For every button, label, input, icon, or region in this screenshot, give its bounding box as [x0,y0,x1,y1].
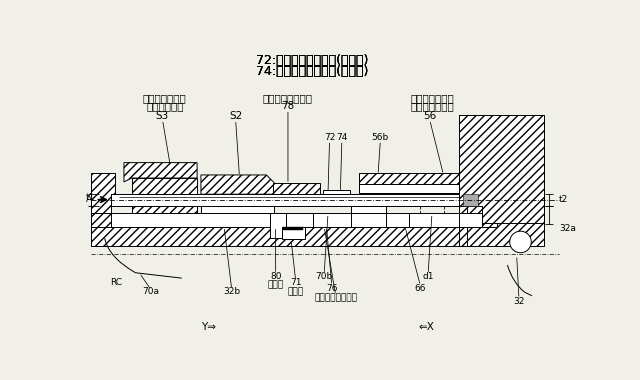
Polygon shape [91,173,115,214]
Polygon shape [351,206,386,214]
Polygon shape [459,115,543,223]
Polygon shape [282,226,305,239]
Text: 72: 72 [324,133,335,142]
Text: 環状溝: 環状溝 [268,280,284,290]
Polygon shape [323,190,349,194]
Polygon shape [359,184,459,193]
Polygon shape [91,88,559,327]
Text: 72:外周スプライン歯(外周歯): 72:外周スプライン歯(外周歯) [257,54,369,68]
Text: スプライン嵌合部: スプライン嵌合部 [314,294,357,302]
Text: Y⇒: Y⇒ [201,321,216,332]
Polygon shape [270,214,285,238]
Text: S3: S3 [156,111,169,122]
Text: ⇐X: ⇐X [419,321,435,332]
Circle shape [509,231,531,253]
Polygon shape [459,214,482,226]
Text: 74:内周スプライン歯(内周歯): 74:内周スプライン歯(内周歯) [257,65,369,78]
Text: 71: 71 [290,278,301,287]
Polygon shape [482,206,497,226]
Text: 66: 66 [415,283,426,293]
Polygon shape [132,178,197,194]
Text: 76: 76 [326,283,338,293]
Text: 74:内周スプライン歯(内周歯): 74:内周スプライン歯(内周歯) [257,65,369,78]
Polygon shape [459,115,543,246]
Text: d1: d1 [422,272,434,281]
Text: 74:内周スプライン歯(内周歯): 74:内周スプライン歯(内周歯) [257,65,369,78]
Polygon shape [273,183,320,194]
Polygon shape [91,226,497,246]
Text: （第１回転体）: （第１回転体） [143,93,187,103]
Polygon shape [386,214,409,226]
Text: クラッチドラム: クラッチドラム [410,101,454,111]
Text: 32: 32 [513,297,525,306]
Text: RC: RC [110,278,122,287]
Text: S2: S2 [229,111,242,122]
Text: 78: 78 [282,101,294,111]
Polygon shape [111,194,459,206]
Polygon shape [124,163,197,182]
Text: 70b: 70b [316,272,333,281]
Polygon shape [111,214,459,226]
Text: t2: t2 [559,195,568,204]
Text: 70a: 70a [142,288,159,296]
Text: 74: 74 [336,133,348,142]
Text: トレランスリング: トレランスリング [263,93,313,103]
Text: 80: 80 [270,272,282,281]
Polygon shape [349,194,359,200]
Text: 32b: 32b [223,288,240,296]
Text: t1: t1 [86,193,95,202]
Text: 72:外周スプライン歯(外周歯): 72:外周スプライン歯(外周歯) [257,54,369,68]
Polygon shape [284,226,303,230]
Text: （第２回転体）: （第２回転体） [410,93,454,103]
Polygon shape [337,194,346,200]
Text: 第３サンギヤ: 第３サンギヤ [146,101,184,111]
Polygon shape [463,194,478,206]
Polygon shape [132,194,197,214]
Polygon shape [324,194,335,200]
Polygon shape [201,194,274,214]
Polygon shape [312,214,351,226]
Text: 72:外周スプライン歯(外周歯): 72:外周スプライン歯(外周歯) [257,54,369,68]
Text: 56: 56 [423,111,436,122]
Polygon shape [459,194,467,246]
Polygon shape [201,175,274,194]
Polygon shape [273,194,320,200]
Text: 32a: 32a [559,224,576,233]
Polygon shape [111,194,132,199]
Text: 56b: 56b [372,133,389,142]
Polygon shape [91,214,111,246]
Polygon shape [359,173,459,194]
Text: 嵌合穴: 嵌合穴 [287,288,304,296]
Text: A: A [86,195,92,204]
